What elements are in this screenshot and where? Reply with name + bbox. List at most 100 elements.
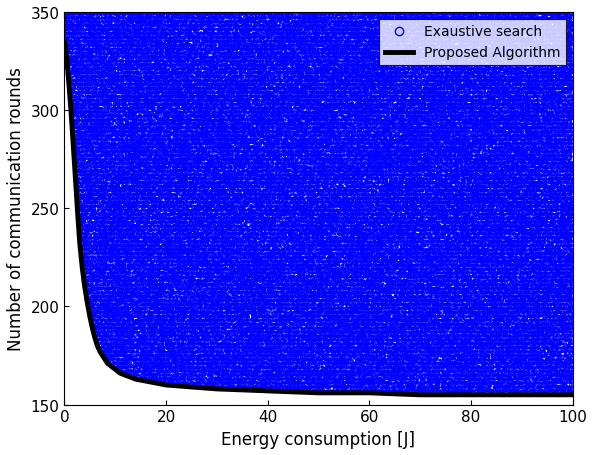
Point <box>374 329 384 336</box>
Point <box>148 91 157 98</box>
Point <box>439 333 448 340</box>
Point <box>296 332 305 339</box>
Point <box>509 161 519 168</box>
Point <box>189 61 199 69</box>
Point <box>387 38 397 45</box>
Point <box>305 51 314 58</box>
Point <box>200 344 210 351</box>
Point <box>531 273 541 281</box>
Point <box>181 216 190 223</box>
Point <box>223 93 232 100</box>
Point <box>180 243 189 250</box>
Point <box>262 273 271 280</box>
Point <box>563 347 572 354</box>
Point <box>474 293 484 300</box>
Point <box>102 356 111 363</box>
Point <box>350 210 360 217</box>
Point <box>144 214 153 222</box>
Point <box>242 152 251 159</box>
Point <box>339 207 349 214</box>
Point <box>545 153 554 161</box>
Point <box>122 269 132 276</box>
Point <box>206 294 215 302</box>
Point <box>140 349 150 356</box>
Point <box>307 43 316 50</box>
Point <box>95 261 105 268</box>
Point <box>427 312 437 319</box>
Point <box>243 353 252 360</box>
Point <box>424 246 433 253</box>
Point <box>496 357 505 364</box>
Point <box>278 295 287 302</box>
Point <box>549 302 558 309</box>
Point <box>112 166 121 173</box>
Point <box>247 79 256 86</box>
Point <box>398 339 407 346</box>
Point <box>382 384 391 391</box>
Point <box>478 118 488 126</box>
Point <box>378 293 388 300</box>
Point <box>180 318 189 325</box>
Point <box>504 26 513 34</box>
Point <box>405 376 415 384</box>
Point <box>371 374 381 381</box>
Point <box>541 245 550 253</box>
Point <box>498 65 508 72</box>
Point <box>418 289 428 296</box>
Point <box>160 42 169 49</box>
Point <box>244 151 253 158</box>
Point <box>206 7 215 15</box>
Point <box>81 82 90 89</box>
Point <box>462 279 472 286</box>
Point <box>72 136 81 144</box>
Point <box>180 171 189 178</box>
Point <box>451 71 461 78</box>
Point <box>222 157 232 164</box>
Point <box>106 38 116 46</box>
Point <box>86 282 96 289</box>
Point <box>127 163 137 171</box>
Point <box>514 325 524 333</box>
Point <box>240 126 249 133</box>
Point <box>153 317 163 324</box>
Point <box>140 341 149 348</box>
Point <box>347 191 357 198</box>
Point <box>219 368 229 375</box>
Point <box>229 329 239 336</box>
Point <box>384 47 393 54</box>
Point <box>156 26 165 34</box>
Point <box>250 141 260 148</box>
Point <box>400 269 410 276</box>
Point <box>134 137 143 145</box>
Point <box>443 276 452 283</box>
Point <box>230 199 240 207</box>
Point <box>244 131 253 138</box>
Point <box>399 288 408 295</box>
Point <box>342 98 352 106</box>
Point <box>220 347 230 354</box>
Point <box>116 233 125 241</box>
Point <box>321 206 330 213</box>
Point <box>357 161 366 168</box>
Point <box>83 101 92 108</box>
Point <box>206 159 215 167</box>
Point <box>344 120 353 127</box>
Point <box>381 257 390 264</box>
Point <box>506 137 516 144</box>
Point <box>333 249 343 256</box>
Point <box>514 157 524 164</box>
Point <box>546 134 555 141</box>
Point <box>337 101 347 108</box>
Point <box>479 120 489 127</box>
Point <box>139 184 148 192</box>
Point <box>93 27 103 35</box>
Point <box>239 39 249 46</box>
Point <box>203 199 212 207</box>
Point <box>159 282 169 289</box>
Point <box>402 333 412 340</box>
Point <box>456 61 465 68</box>
Point <box>374 207 384 214</box>
Point <box>263 304 273 312</box>
Point <box>563 378 573 385</box>
Point <box>169 24 179 31</box>
